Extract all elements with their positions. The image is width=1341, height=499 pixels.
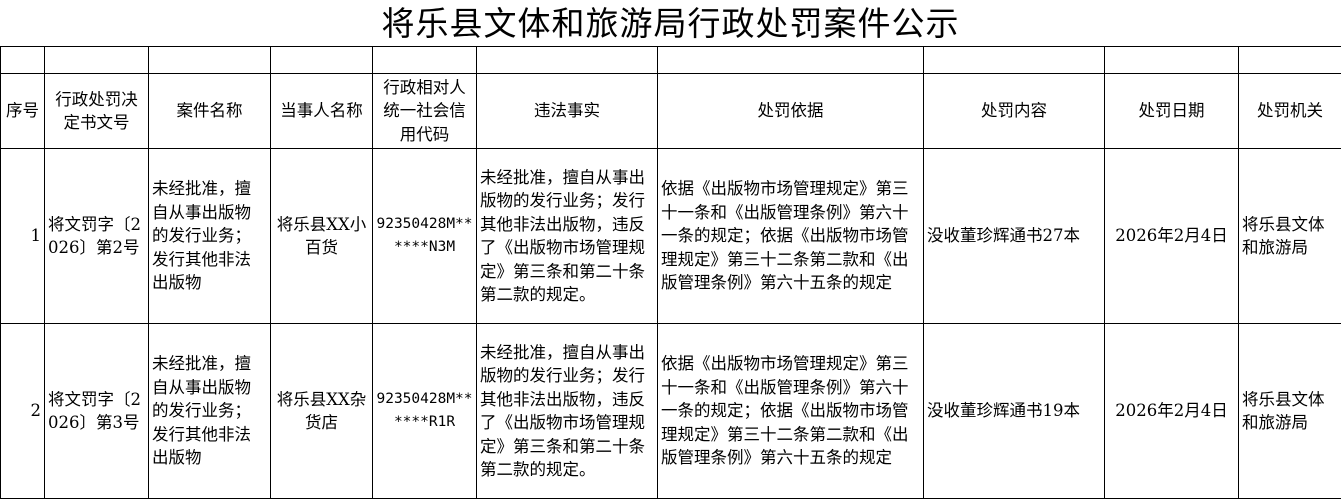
cell-basis: 依据《出版物市场管理规定》第三十一条和《出版管理条例》第六十一条的规定；依据《出… [658,324,924,499]
cell-party: 将乐县XX杂货店 [271,324,373,499]
cell-date: 2026年2月4日 [1105,324,1239,499]
cell-case-name: 未经批准，擅自从事出版物的发行业务；发行其他非法出版物 [149,149,271,324]
cell-authority: 将乐县文体和旅游局 [1239,324,1341,499]
penalty-table: 序号 行政处罚决定书文号 案件名称 当事人名称 行政相对人统一社会信用代码 违法… [0,46,1341,499]
cell-date: 2026年2月4日 [1105,149,1239,324]
header-authority: 处罚机关 [1239,74,1341,149]
cell-facts: 未经批准，擅自从事出版物的发行业务；发行其他非法出版物，违反了《出版物市场管理规… [477,149,658,324]
cell-credit-code: 92350428M******R1R [373,324,477,499]
header-row: 序号 行政处罚决定书文号 案件名称 当事人名称 行政相对人统一社会信用代码 违法… [1,74,1341,149]
blank-row [1,47,1341,74]
cell-credit-code: 92350428M******N3M [373,149,477,324]
header-basis: 处罚依据 [658,74,924,149]
cell-no: 1 [1,149,45,324]
header-party: 当事人名称 [271,74,373,149]
cell-party: 将乐县XX小百货 [271,149,373,324]
cell-doc-no: 将文罚字〔2026〕第2号 [45,149,149,324]
cell-penalty: 没收董珍辉通书19本 [924,324,1105,499]
cell-authority: 将乐县文体和旅游局 [1239,149,1341,324]
cell-basis: 依据《出版物市场管理规定》第三十一条和《出版管理条例》第六十一条的规定；依据《出… [658,149,924,324]
cell-facts: 未经批准，擅自从事出版物的发行业务；发行其他非法出版物，违反了《出版物市场管理规… [477,324,658,499]
header-case-name: 案件名称 [149,74,271,149]
cell-no: 2 [1,324,45,499]
cell-case-name: 未经批准，擅自从事出版物的发行业务；发行其他非法出版物 [149,324,271,499]
header-no: 序号 [1,74,45,149]
header-penalty: 处罚内容 [924,74,1105,149]
page-title: 将乐县文体和旅游局行政处罚案件公示 [0,0,1341,46]
header-facts: 违法事实 [477,74,658,149]
cell-doc-no: 将文罚字〔2026〕第3号 [45,324,149,499]
header-doc-no: 行政处罚决定书文号 [45,74,149,149]
header-credit-code: 行政相对人统一社会信用代码 [373,74,477,149]
cell-penalty: 没收董珍辉通书27本 [924,149,1105,324]
header-date: 处罚日期 [1105,74,1239,149]
